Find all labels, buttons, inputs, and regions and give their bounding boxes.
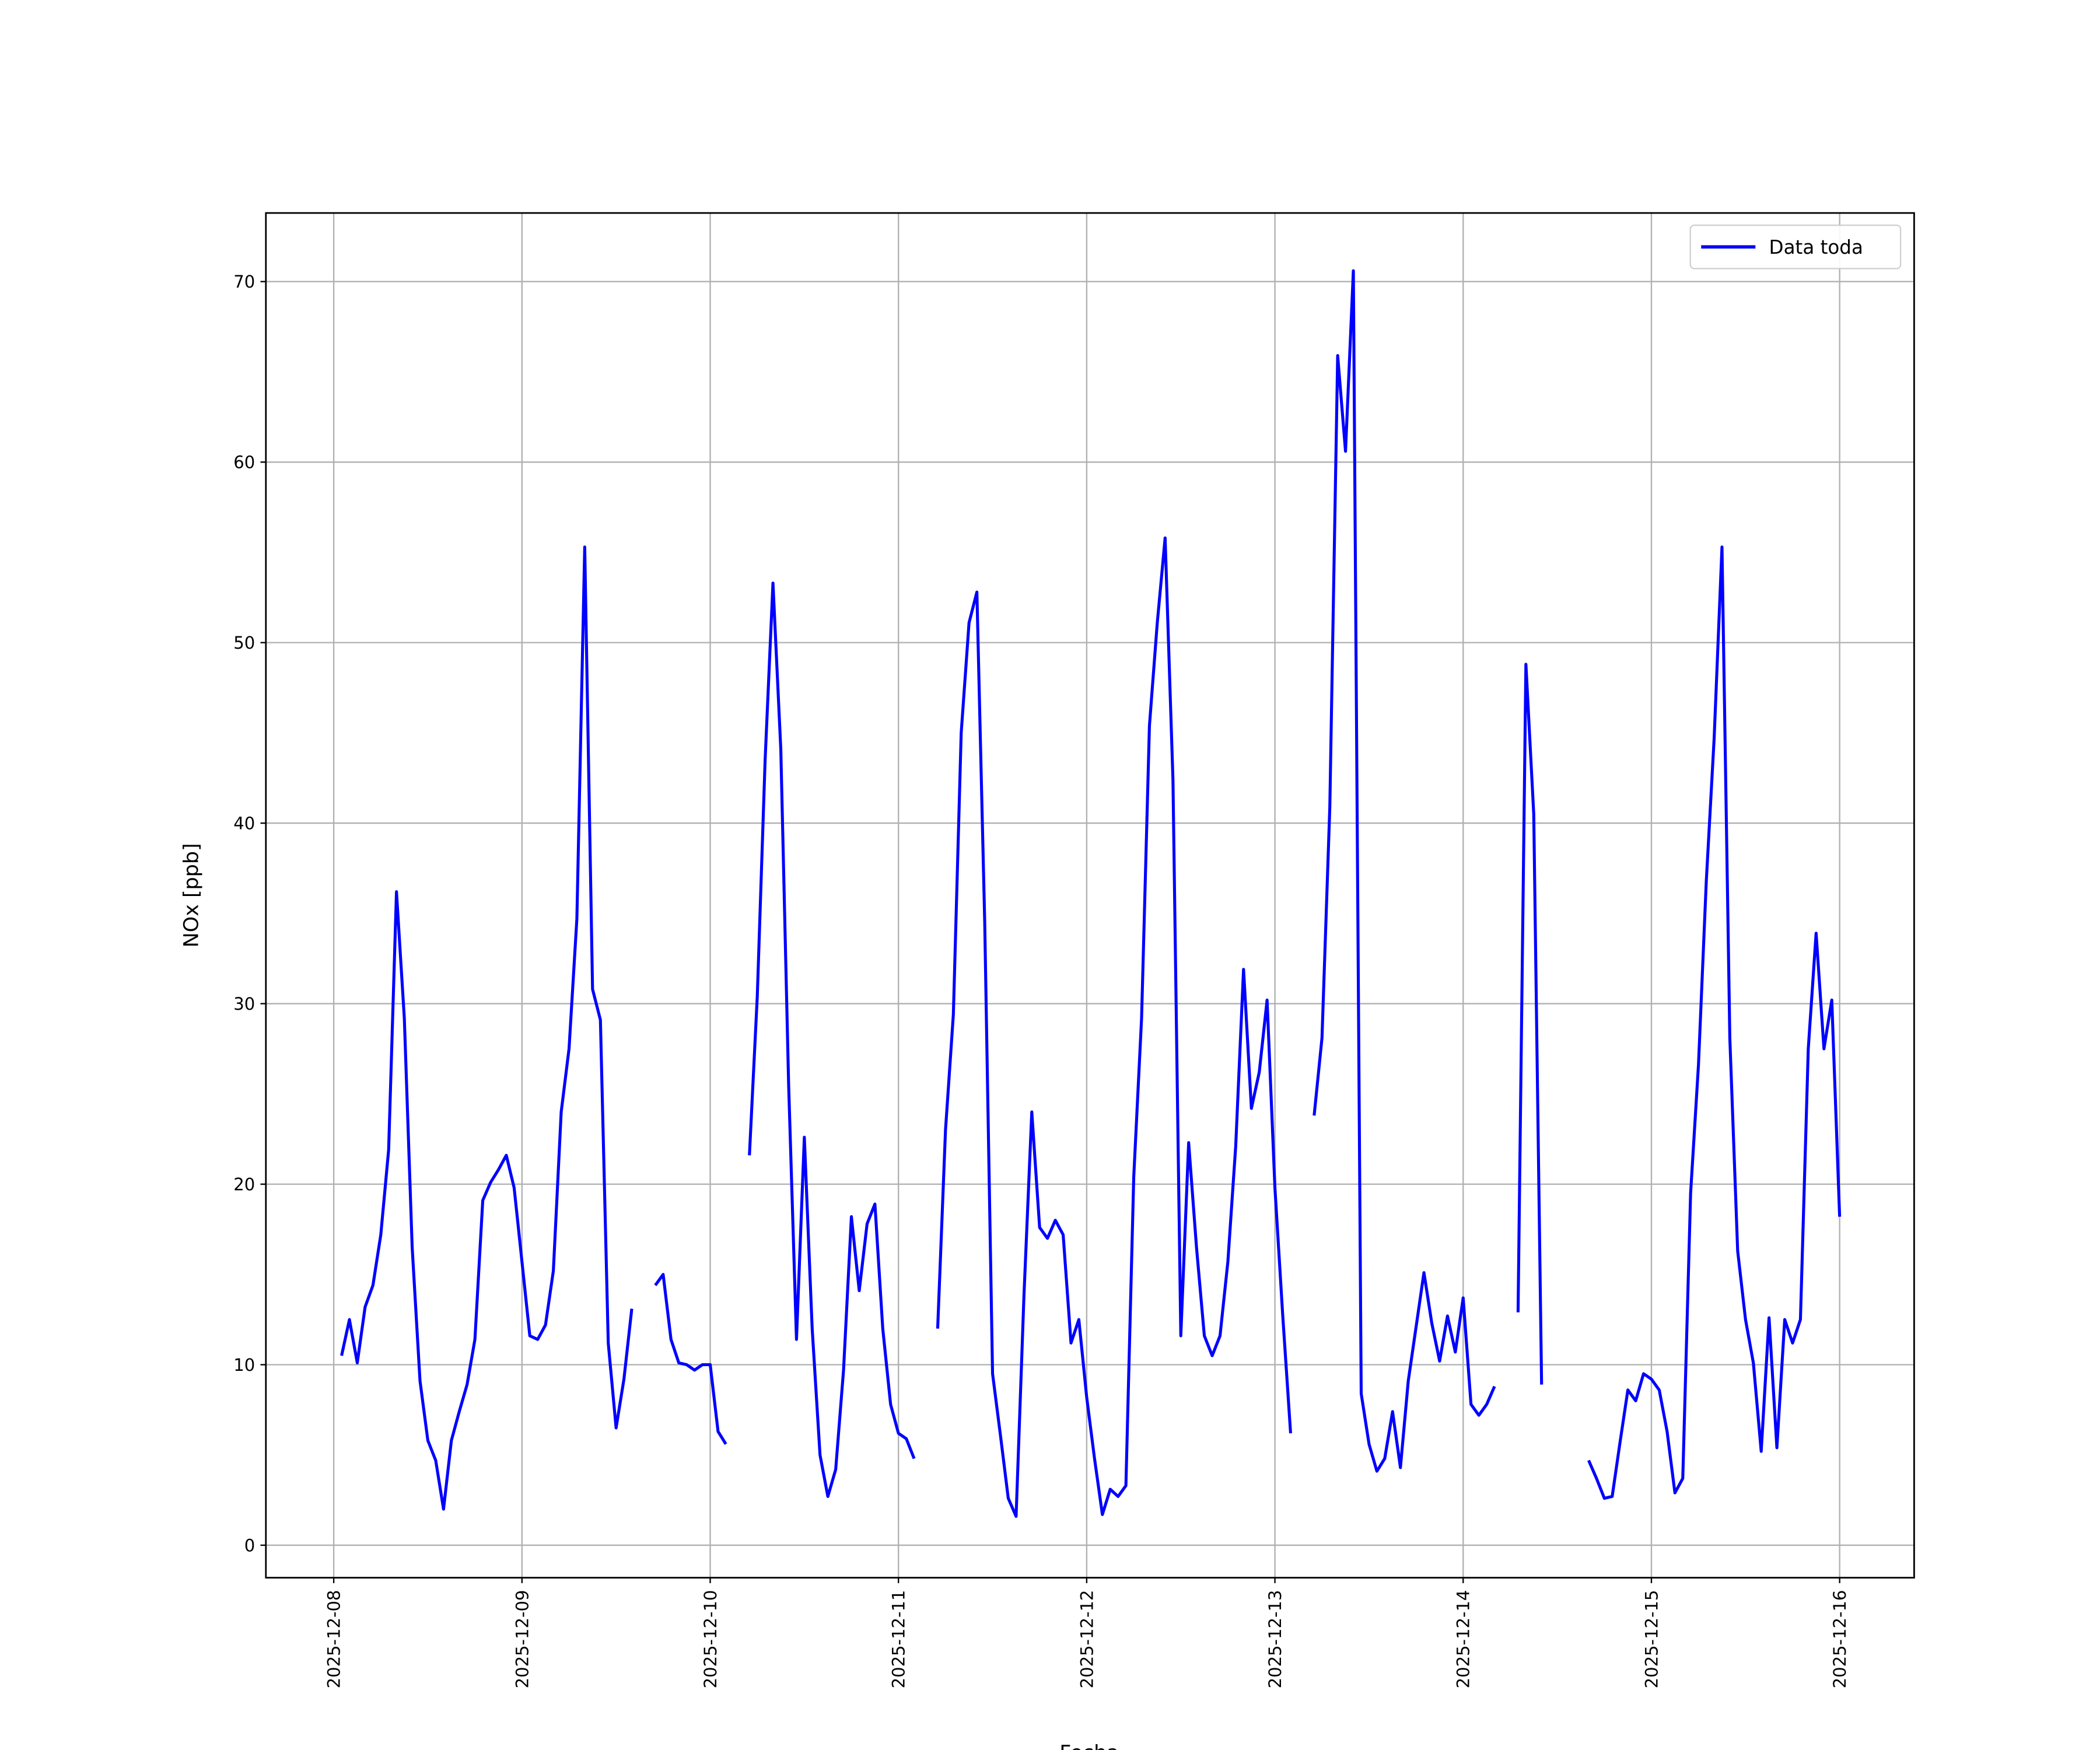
plot-frame — [265, 212, 1915, 1579]
x-tick-label: 2025-12-16 — [1830, 1590, 1850, 1689]
y-tick-label: 0 — [244, 1535, 255, 1555]
x-axis-label: Fecha — [1059, 1741, 1119, 1750]
x-tick-label: 2025-12-14 — [1454, 1590, 1474, 1689]
x-tick-label: 2025-12-15 — [1642, 1590, 1661, 1689]
y-tick-label: 20 — [233, 1174, 255, 1194]
x-tick-label: 2025-12-08 — [324, 1590, 344, 1689]
y-axis-label: NOx [ppb] — [180, 843, 204, 947]
y-tick-label: 70 — [233, 272, 255, 292]
legend-box — [1689, 224, 1902, 270]
y-tick-label: 60 — [233, 453, 255, 473]
x-tick-label: 2025-12-13 — [1265, 1590, 1285, 1689]
y-tick-label: 50 — [233, 633, 255, 653]
data-line — [340, 269, 1842, 1518]
y-tick-label: 30 — [233, 994, 255, 1014]
x-tick-label: 2025-12-12 — [1077, 1590, 1097, 1689]
x-tick-label: 2025-12-10 — [701, 1590, 720, 1689]
x-tick-label: 2025-12-09 — [512, 1590, 532, 1689]
x-tick-label: 2025-12-11 — [889, 1590, 909, 1689]
y-tick-label: 40 — [233, 814, 255, 834]
y-tick-label: 10 — [233, 1355, 255, 1375]
legend-label: Data toda — [1769, 236, 1863, 258]
